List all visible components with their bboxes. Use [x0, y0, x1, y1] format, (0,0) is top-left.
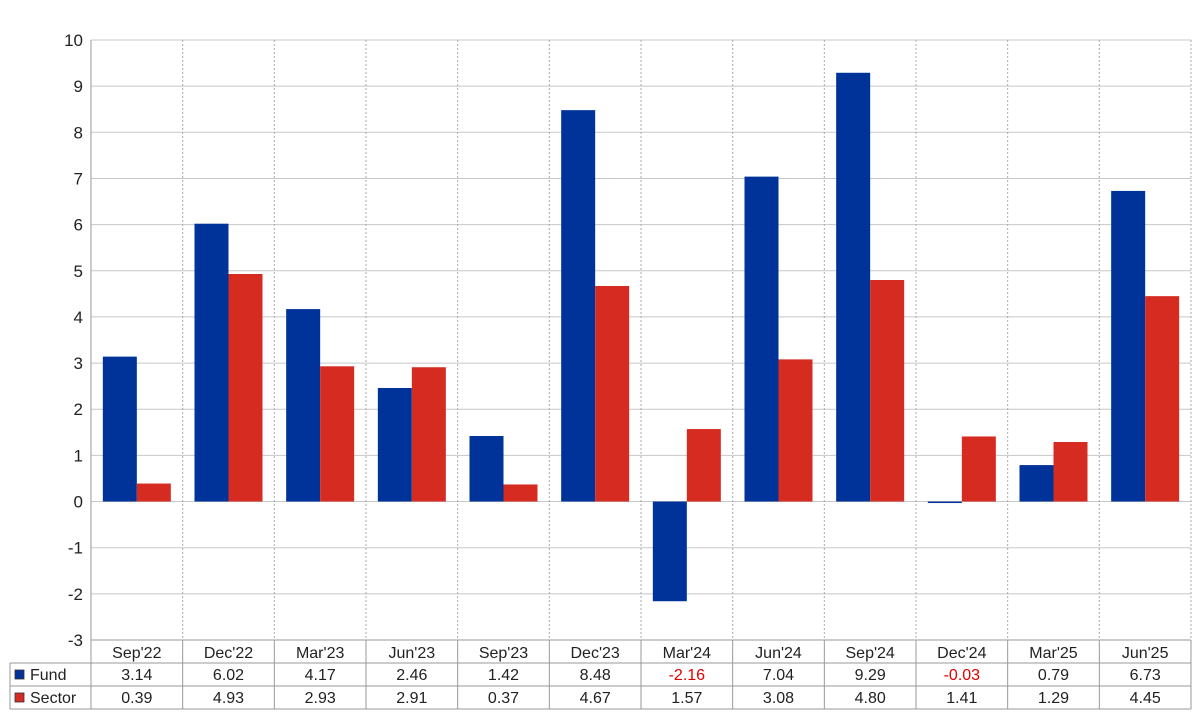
data-label: 4.80 — [855, 690, 886, 707]
y-tick-label: -1 — [68, 539, 83, 558]
bar-sector — [136, 483, 171, 502]
y-tick-label: -3 — [68, 631, 83, 650]
y-tick-label: 7 — [74, 169, 83, 188]
bar-sector — [1053, 442, 1088, 502]
x-tick-label: Mar'25 — [1029, 645, 1078, 662]
bar-sector — [228, 274, 263, 502]
data-label: 4.93 — [213, 690, 244, 707]
y-tick-label: 4 — [74, 308, 83, 327]
bar-sector — [320, 366, 355, 502]
bar-sector — [1145, 296, 1180, 502]
bar-sector — [595, 286, 630, 502]
bar-sector — [961, 436, 996, 502]
bar-fund — [469, 436, 504, 502]
data-label: 6.02 — [213, 667, 244, 684]
data-label: -2.16 — [669, 667, 706, 684]
bar-fund — [194, 223, 229, 502]
data-label: 1.57 — [671, 690, 702, 707]
bar-fund — [1111, 190, 1146, 502]
bar-sector — [778, 359, 813, 502]
y-tick-label: -2 — [68, 585, 83, 604]
x-tick-label: Sep'23 — [479, 645, 528, 662]
data-label: 1.29 — [1038, 690, 1069, 707]
x-tick-label: Sep'24 — [846, 645, 895, 662]
y-tick-label: 5 — [74, 262, 83, 281]
bar-fund — [377, 388, 412, 502]
legend-label-sector: Sector — [30, 690, 77, 707]
bar-fund — [286, 309, 321, 502]
bar-sector — [870, 280, 905, 502]
y-tick-label: 10 — [64, 31, 83, 50]
data-label: 2.93 — [305, 690, 336, 707]
data-label: 8.48 — [580, 667, 611, 684]
data-label: 9.29 — [855, 667, 886, 684]
bar-fund — [652, 501, 687, 602]
data-label: 3.08 — [763, 690, 794, 707]
y-tick-label: 6 — [74, 216, 83, 235]
x-tick-label: Dec'23 — [571, 645, 620, 662]
bar-fund — [561, 110, 596, 502]
legend-swatch-fund — [14, 669, 25, 680]
data-label: 4.67 — [580, 690, 611, 707]
bar-sector — [686, 429, 721, 502]
legend-label-fund: Fund — [30, 667, 66, 684]
bar-fund — [744, 176, 779, 502]
data-label: 6.73 — [1130, 667, 1161, 684]
y-tick-label: 0 — [74, 493, 83, 512]
data-label: 1.41 — [946, 690, 977, 707]
y-tick-label: 2 — [74, 400, 83, 419]
y-tick-label: 1 — [74, 446, 83, 465]
data-label: -0.03 — [944, 667, 981, 684]
legend-swatch-sector — [14, 692, 25, 703]
bar-fund — [927, 501, 962, 504]
x-tick-label: Mar'24 — [663, 645, 712, 662]
data-label: 3.14 — [121, 667, 152, 684]
bar-fund — [1019, 465, 1054, 502]
bar-sector — [411, 367, 446, 502]
data-label: 2.46 — [396, 667, 427, 684]
bar-sector — [503, 484, 538, 502]
data-label: 2.91 — [396, 690, 427, 707]
x-tick-label: Jun'23 — [389, 645, 436, 662]
bar-fund — [102, 356, 137, 502]
x-tick-label: Mar'23 — [296, 645, 345, 662]
x-tick-label: Sep'22 — [112, 645, 161, 662]
x-tick-label: Jun'24 — [755, 645, 802, 662]
x-tick-label: Jun'25 — [1122, 645, 1169, 662]
data-label: 0.79 — [1038, 667, 1069, 684]
x-tick-label: Dec'22 — [204, 645, 253, 662]
y-tick-label: 8 — [74, 123, 83, 142]
data-label: 4.45 — [1130, 690, 1161, 707]
y-tick-label: 9 — [74, 77, 83, 96]
x-tick-label: Dec'24 — [937, 645, 986, 662]
data-label: 1.42 — [488, 667, 519, 684]
bar-fund — [836, 72, 871, 502]
y-tick-label: 3 — [74, 354, 83, 373]
data-label: 0.39 — [121, 690, 152, 707]
data-label: 0.37 — [488, 690, 519, 707]
data-label: 4.17 — [305, 667, 336, 684]
data-label: 7.04 — [763, 667, 794, 684]
